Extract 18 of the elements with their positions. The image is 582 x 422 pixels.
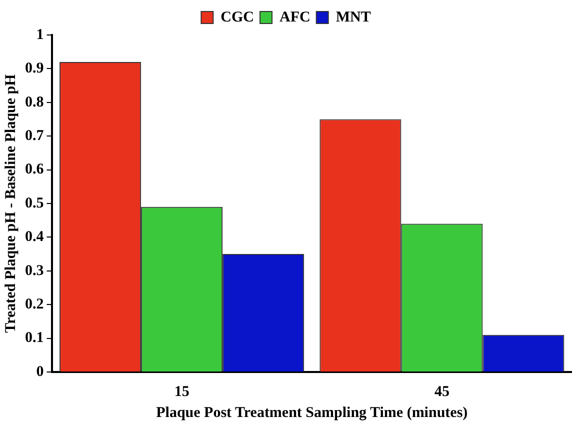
legend-label: AFC bbox=[280, 9, 310, 26]
y-tick-label: 0.5 bbox=[25, 195, 44, 212]
y-tick-label: 1 bbox=[36, 26, 44, 43]
y-axis-title: Treated Plaque pH - Baseline Plaque pH bbox=[2, 74, 19, 333]
legend-label: CGC bbox=[220, 9, 254, 26]
y-tick-label: 0.8 bbox=[25, 94, 44, 110]
x-tick-label: 15 bbox=[174, 384, 190, 400]
y-tick-label: 0.3 bbox=[25, 262, 44, 279]
y-tick-label: 0.6 bbox=[25, 162, 44, 178]
x-axis-title: Plaque Post Treatment Sampling Time (minutes) bbox=[156, 404, 468, 421]
y-tick-label: 0.2 bbox=[25, 296, 44, 312]
y-tick-label: 0.4 bbox=[25, 229, 44, 246]
x-tick-label: 45 bbox=[434, 384, 450, 400]
legend-label: MNT bbox=[336, 9, 371, 26]
y-tick-label: 0 bbox=[36, 364, 44, 380]
y-tick-label: 0.9 bbox=[25, 60, 44, 77]
y-tick-label: 0.7 bbox=[25, 128, 44, 144]
y-tick-label: 0.1 bbox=[25, 330, 44, 346]
